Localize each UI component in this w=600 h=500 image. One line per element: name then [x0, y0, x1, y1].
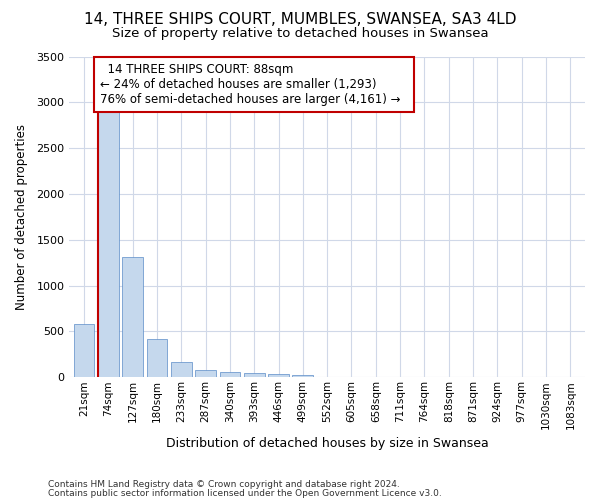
Bar — [292, 374, 313, 378]
Bar — [171, 362, 191, 378]
Text: Contains HM Land Registry data © Crown copyright and database right 2024.: Contains HM Land Registry data © Crown c… — [48, 480, 400, 489]
Bar — [244, 373, 265, 378]
Bar — [146, 339, 167, 378]
Text: Size of property relative to detached houses in Swansea: Size of property relative to detached ho… — [112, 28, 488, 40]
X-axis label: Distribution of detached houses by size in Swansea: Distribution of detached houses by size … — [166, 437, 488, 450]
Bar — [268, 374, 289, 378]
Text: 14, THREE SHIPS COURT, MUMBLES, SWANSEA, SA3 4LD: 14, THREE SHIPS COURT, MUMBLES, SWANSEA,… — [84, 12, 516, 28]
Text: 14 THREE SHIPS COURT: 88sqm
← 24% of detached houses are smaller (1,293)
76% of : 14 THREE SHIPS COURT: 88sqm ← 24% of det… — [100, 63, 408, 106]
Bar — [122, 257, 143, 378]
Bar — [220, 372, 240, 378]
Y-axis label: Number of detached properties: Number of detached properties — [15, 124, 28, 310]
Bar — [74, 324, 94, 378]
Bar — [195, 370, 216, 378]
Text: Contains public sector information licensed under the Open Government Licence v3: Contains public sector information licen… — [48, 488, 442, 498]
Bar — [98, 110, 119, 378]
